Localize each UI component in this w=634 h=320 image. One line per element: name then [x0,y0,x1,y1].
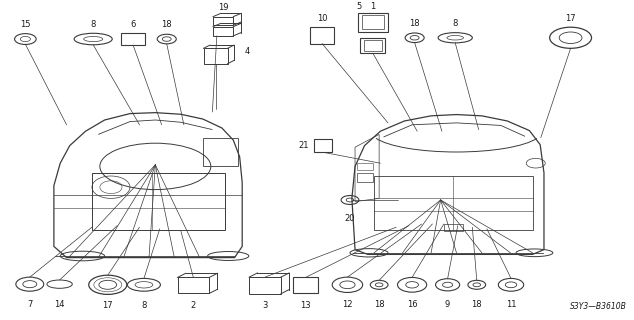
Text: 12: 12 [342,300,353,309]
Text: 18: 18 [472,300,482,309]
Text: 16: 16 [407,300,417,309]
Text: 20: 20 [345,214,355,223]
Text: 19: 19 [218,3,228,12]
Text: 18: 18 [162,20,172,29]
Text: 4: 4 [245,47,250,56]
Text: 3: 3 [262,301,268,310]
Text: 8: 8 [91,20,96,29]
Text: S3Y3—B3610B: S3Y3—B3610B [569,302,626,311]
Text: 18: 18 [374,300,384,309]
Text: 18: 18 [410,19,420,28]
Text: 14: 14 [55,300,65,308]
Text: 21: 21 [298,141,309,150]
Text: 1: 1 [370,2,375,11]
Text: 8: 8 [141,301,146,310]
Text: 17: 17 [566,14,576,23]
Text: 6: 6 [131,20,136,29]
Text: 7: 7 [27,300,32,308]
Text: 8: 8 [453,19,458,28]
Text: 17: 17 [103,301,113,310]
Text: 5: 5 [356,2,361,11]
Text: 10: 10 [317,14,327,23]
Text: 9: 9 [445,300,450,309]
Text: 13: 13 [301,301,311,310]
Text: 15: 15 [20,20,30,29]
Text: 2: 2 [191,301,196,310]
Text: 11: 11 [506,300,516,309]
